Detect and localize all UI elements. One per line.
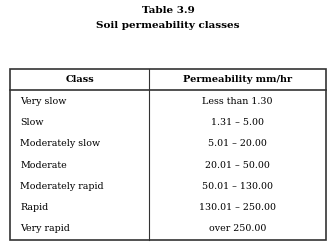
- Text: Table 3.9: Table 3.9: [142, 6, 194, 15]
- Text: 1.31 – 5.00: 1.31 – 5.00: [211, 118, 264, 127]
- Text: 20.01 – 50.00: 20.01 – 50.00: [205, 161, 270, 169]
- Text: Very rapid: Very rapid: [20, 225, 70, 233]
- Text: Less than 1.30: Less than 1.30: [202, 97, 273, 106]
- Text: Class: Class: [65, 75, 94, 84]
- FancyBboxPatch shape: [10, 69, 326, 240]
- Text: Soil permeability classes: Soil permeability classes: [96, 21, 240, 30]
- Text: Moderately slow: Moderately slow: [20, 139, 100, 148]
- Text: 130.01 – 250.00: 130.01 – 250.00: [199, 203, 276, 212]
- Text: 50.01 – 130.00: 50.01 – 130.00: [202, 182, 273, 191]
- Text: Permeability mm/hr: Permeability mm/hr: [183, 75, 292, 84]
- Text: Rapid: Rapid: [20, 203, 48, 212]
- Text: over 250.00: over 250.00: [209, 225, 266, 233]
- Text: Slow: Slow: [20, 118, 44, 127]
- Text: Moderate: Moderate: [20, 161, 67, 169]
- Text: Moderately rapid: Moderately rapid: [20, 182, 104, 191]
- Text: Very slow: Very slow: [20, 97, 67, 106]
- Text: 5.01 – 20.00: 5.01 – 20.00: [208, 139, 267, 148]
